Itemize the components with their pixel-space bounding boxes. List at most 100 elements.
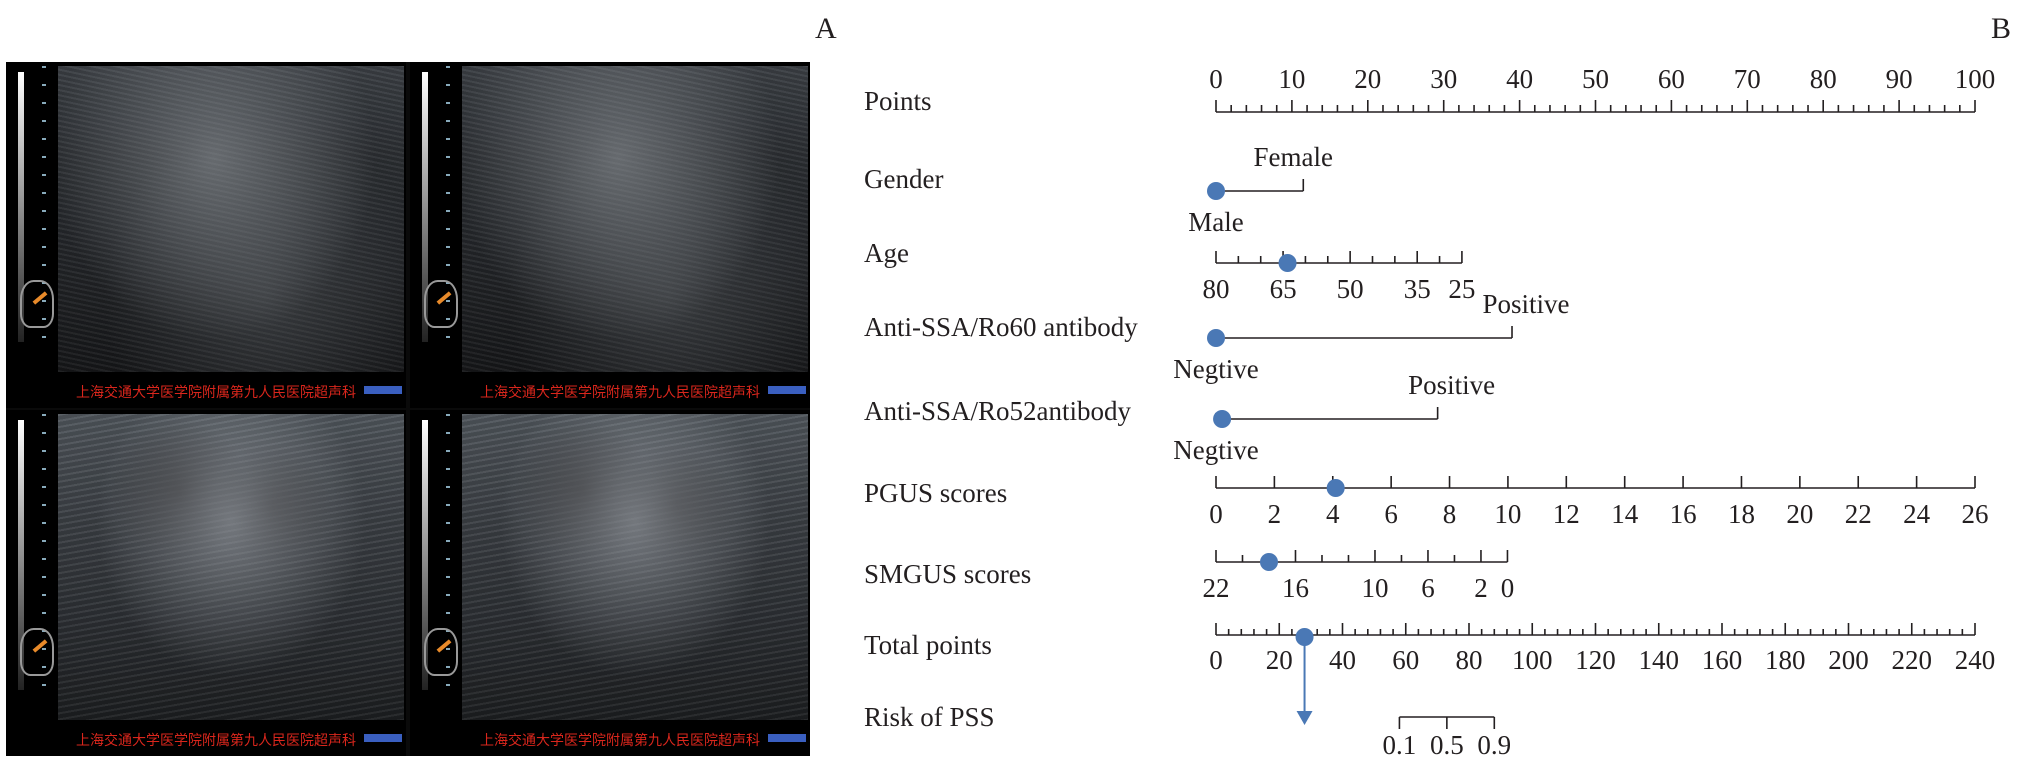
total-tick-label: 0 xyxy=(1209,645,1223,675)
ultrasound-image-bottom-left: 上海交通大学医学院附属第九人民医院超声科 xyxy=(6,410,406,756)
total-tick-label: 120 xyxy=(1575,645,1616,675)
row-label: SMGUS scores xyxy=(864,559,1031,589)
total-tick-label: 80 xyxy=(1456,645,1483,675)
pgus-tick-label: 22 xyxy=(1845,499,1872,529)
pgus-tick-label: 4 xyxy=(1326,499,1340,529)
age-tick-label: 35 xyxy=(1404,274,1431,304)
row-label: Gender xyxy=(864,164,943,194)
pgus-marker xyxy=(1326,479,1345,497)
total-tick-label: 60 xyxy=(1392,645,1419,675)
depth-scale xyxy=(12,410,56,720)
age-tick-label: 80 xyxy=(1203,274,1230,304)
risk-tick-label: 0.1 xyxy=(1383,730,1417,760)
depth-scale xyxy=(12,62,56,372)
caption-badge xyxy=(768,734,806,742)
row-label: Anti-SSA/Ro52antibody xyxy=(864,396,1132,426)
smgus-tick-label: 2 xyxy=(1474,573,1488,603)
total-tick-label: 160 xyxy=(1702,645,1743,675)
pgus-tick-label: 6 xyxy=(1384,499,1398,529)
row-label: Anti-SSA/Ro60 antibody xyxy=(864,312,1138,342)
risk-tick-label: 0.9 xyxy=(1477,730,1511,760)
points-tick-label: 70 xyxy=(1734,64,1761,94)
pgus-tick-label: 26 xyxy=(1962,499,1989,529)
row-label: Points xyxy=(864,86,932,116)
pgus-tick-label: 20 xyxy=(1786,499,1813,529)
smgus-tick-label: 0 xyxy=(1501,573,1515,603)
risk-tick-label: 0.5 xyxy=(1430,730,1464,760)
ultrasound-scan xyxy=(462,414,808,720)
gender-marker xyxy=(1207,182,1225,200)
total-tick-label: 200 xyxy=(1828,645,1869,675)
ro52-level-label: Positive xyxy=(1408,370,1495,400)
row-label: Risk of PSS xyxy=(864,702,995,732)
panel-label-a: A xyxy=(815,12,837,45)
smgus-tick-label: 10 xyxy=(1361,573,1388,603)
ultrasound-scan xyxy=(462,66,808,372)
total-tick-label: 100 xyxy=(1512,645,1553,675)
total-tick-label: 180 xyxy=(1765,645,1806,675)
ro52-marker xyxy=(1213,410,1232,428)
ro52-level-label: Negtive xyxy=(1173,435,1258,465)
caption-badge xyxy=(364,386,402,394)
caption-badge xyxy=(768,386,806,394)
ro60-level-label: Positive xyxy=(1483,289,1570,319)
total-tick-label: 140 xyxy=(1639,645,1680,675)
ultrasound-image-top-left: 上海交通大学医学院附属第九人民医院超声科 xyxy=(6,62,406,408)
points-tick-label: 100 xyxy=(1955,64,1996,94)
pgus-tick-label: 18 xyxy=(1728,499,1755,529)
smgus-tick-label: 22 xyxy=(1203,573,1230,603)
depth-scale xyxy=(416,62,460,372)
total-tick-label: 240 xyxy=(1955,645,1996,675)
points-tick-label: 60 xyxy=(1658,64,1685,94)
smgus-tick-label: 16 xyxy=(1282,573,1309,603)
caption-badge xyxy=(364,734,402,742)
points-tick-label: 40 xyxy=(1506,64,1533,94)
pgus-tick-label: 8 xyxy=(1443,499,1457,529)
gender-level-label: Male xyxy=(1188,207,1243,237)
points-tick-label: 10 xyxy=(1278,64,1305,94)
points-tick-label: 0 xyxy=(1209,64,1223,94)
ultrasound-image-bottom-right: 上海交通大学医学院附属第九人民医院超声科 xyxy=(410,410,810,756)
pgus-tick-label: 10 xyxy=(1494,499,1521,529)
smgus-marker xyxy=(1259,553,1278,571)
points-tick-label: 80 xyxy=(1810,64,1837,94)
row-label: Total points xyxy=(864,630,992,660)
total-tick-label: 40 xyxy=(1329,645,1356,675)
row-label: Age xyxy=(864,238,909,268)
pgus-tick-label: 14 xyxy=(1611,499,1639,529)
pgus-tick-label: 12 xyxy=(1553,499,1580,529)
ro60-marker xyxy=(1207,329,1225,347)
probe-icon xyxy=(20,280,54,328)
total-tick-label: 220 xyxy=(1892,645,1933,675)
row-label: PGUS scores xyxy=(864,478,1007,508)
age-marker xyxy=(1278,254,1297,272)
total-tick-label: 20 xyxy=(1266,645,1293,675)
ultrasound-image-top-right: 上海交通大学医学院附属第九人民医院超声科 xyxy=(410,62,810,408)
age-tick-label: 50 xyxy=(1337,274,1364,304)
hospital-caption: 上海交通大学医学院附属第九人民医院超声科 xyxy=(76,733,356,749)
points-tick-label: 50 xyxy=(1582,64,1609,94)
pgus-tick-label: 16 xyxy=(1670,499,1697,529)
points-tick-label: 20 xyxy=(1354,64,1381,94)
pgus-tick-label: 0 xyxy=(1209,499,1223,529)
smgus-tick-label: 6 xyxy=(1421,573,1435,603)
risk-arrow-head xyxy=(1296,711,1313,725)
age-tick-label: 65 xyxy=(1270,274,1297,304)
age-tick-label: 25 xyxy=(1448,274,1475,304)
depth-scale xyxy=(416,410,460,720)
points-tick-label: 90 xyxy=(1886,64,1913,94)
ro60-level-label: Negtive xyxy=(1173,354,1258,384)
probe-icon xyxy=(20,628,54,676)
ultrasound-scan xyxy=(58,66,404,372)
pgus-tick-label: 24 xyxy=(1903,499,1931,529)
probe-icon xyxy=(424,628,458,676)
pgus-tick-label: 2 xyxy=(1268,499,1282,529)
points-tick-label: 30 xyxy=(1430,64,1457,94)
hospital-caption: 上海交通大学医学院附属第九人民医院超声科 xyxy=(76,385,356,401)
hospital-caption: 上海交通大学医学院附属第九人民医院超声科 xyxy=(480,733,760,749)
hospital-caption: 上海交通大学医学院附属第九人民医院超声科 xyxy=(480,385,760,401)
ultrasound-panel: 上海交通大学医学院附属第九人民医院超声科 上海交通大学医学院附属第九人民医院超声… xyxy=(6,62,810,756)
ultrasound-scan xyxy=(58,414,404,720)
probe-icon xyxy=(424,280,458,328)
